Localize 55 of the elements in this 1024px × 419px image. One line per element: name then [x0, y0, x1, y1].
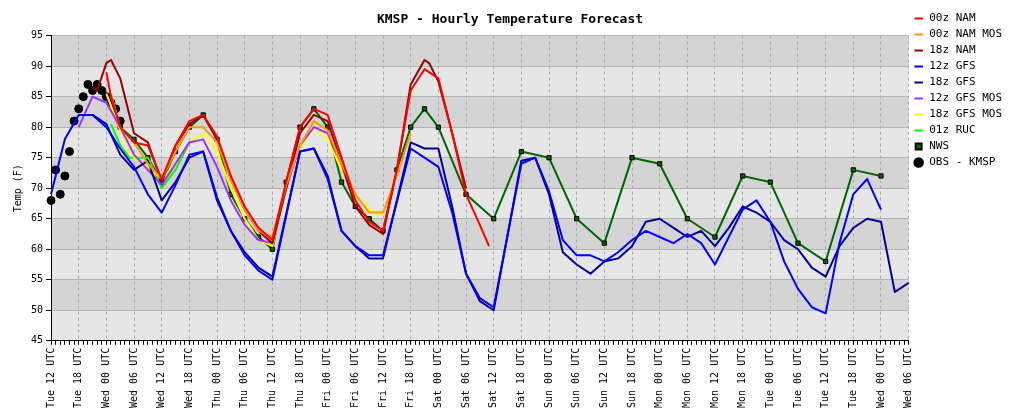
x-tick-label: Thu 00 UTC [210, 347, 222, 409]
y-tick-label: 65 [30, 212, 44, 224]
x-tick-label: Fri 06 UTC [348, 347, 360, 409]
legend-label: 12z GFS MOS [929, 91, 1003, 105]
y-tick-label: 55 [30, 273, 44, 285]
x-tick-label: Fri 18 UTC [404, 347, 416, 409]
x-tick-label: Thu 06 UTC [238, 347, 250, 409]
x-tick-label: Wed 00 UTC [99, 347, 111, 409]
x-tick-label: Sat 00 UTC [431, 347, 443, 409]
y-tick-label: 60 [30, 242, 44, 254]
x-tick-label: Fri 00 UTC [321, 347, 333, 409]
x-tick-label: Tue 06 UTC [791, 347, 803, 409]
x-tick-label: Sat 12 UTC [487, 347, 499, 409]
legend-label: 12z GFS [929, 59, 976, 73]
x-tick-label: Thu 18 UTC [293, 347, 305, 409]
x-tick-label: Sat 06 UTC [459, 347, 471, 409]
y-tick-label: 50 [30, 303, 44, 315]
chart-title: KMSP - Hourly Temperature Forecast [376, 11, 644, 27]
y-axis-title: Temp (F) [11, 164, 23, 213]
x-tick-label: Tue 18 UTC [72, 347, 84, 409]
x-tick-label: Sun 12 UTC [597, 347, 609, 409]
legend-label: 18z GFS [929, 75, 976, 89]
x-tick-label: Wed 06 UTC [127, 347, 139, 409]
x-tick-label: Sun 00 UTC [542, 347, 554, 409]
legend-label: NWS [929, 139, 950, 153]
x-tick-label: Mon 00 UTC [653, 347, 665, 409]
legend-label: 00z NAM [929, 11, 976, 25]
x-tick-label: Sun 18 UTC [625, 347, 637, 409]
legend-label: 18z GFS MOS [929, 107, 1003, 121]
x-tick-label: Tue 00 UTC [763, 347, 775, 409]
legend-label: OBS - KMSP [929, 155, 996, 169]
x-tick-label: Thu 12 UTC [265, 347, 277, 409]
x-tick-label: Fri 12 UTC [376, 347, 388, 409]
x-tick-label: Wed 12 UTC [155, 347, 167, 409]
y-tick-label: 85 [30, 90, 44, 102]
x-tick-label: Wed 00 UTC [874, 347, 886, 409]
legend-label: 18z NAM [929, 43, 976, 57]
x-tick-label: Sun 06 UTC [570, 347, 582, 409]
x-tick-label: Tue 12 UTC [819, 347, 831, 409]
y-tick-label: 95 [30, 29, 44, 41]
y-tick-label: 45 [30, 334, 44, 346]
y-tick-label: 70 [30, 181, 44, 193]
x-tick-label: Sat 18 UTC [514, 347, 526, 409]
y-tick-label: 90 [30, 59, 44, 71]
y-tick-label: 75 [30, 151, 44, 163]
y-tick-label: 80 [30, 120, 44, 132]
x-tick-label: Mon 12 UTC [708, 347, 720, 409]
x-tick-label: Tue 12 UTC [44, 347, 56, 409]
legend-label: 01z RUC [929, 123, 976, 137]
x-tick-label: Wed 18 UTC [182, 347, 194, 409]
legend-label: 00z NAM MOS [929, 27, 1003, 41]
x-tick-label: Mon 06 UTC [680, 347, 692, 409]
x-tick-label: Mon 18 UTC [736, 347, 748, 409]
x-tick-label: Tue 18 UTC [846, 347, 858, 409]
x-tick-label: Wed 06 UTC [902, 347, 914, 409]
